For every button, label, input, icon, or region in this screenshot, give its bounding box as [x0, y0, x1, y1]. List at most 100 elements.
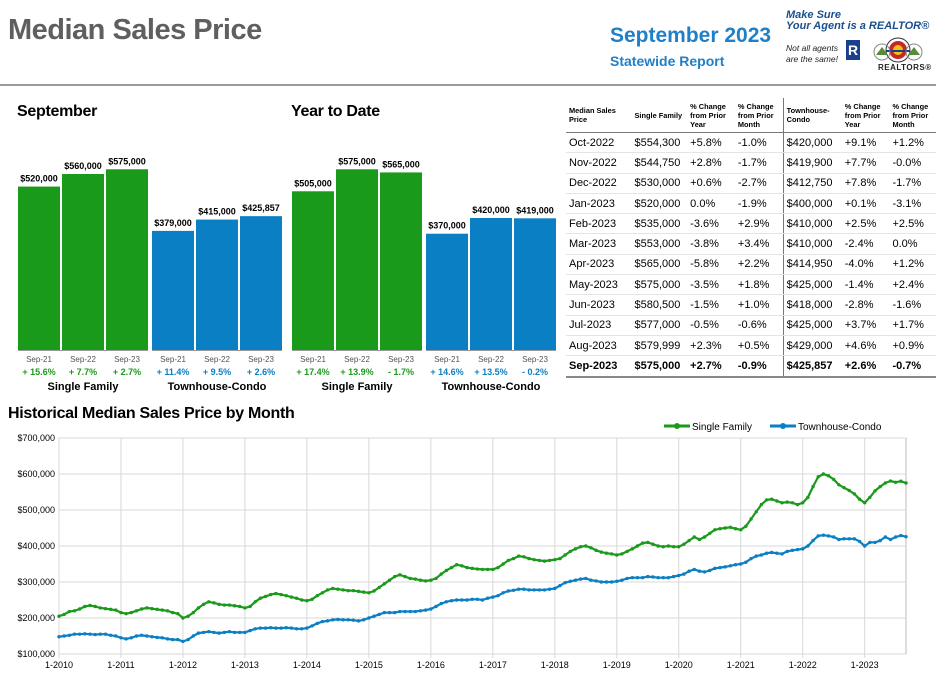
series-point	[480, 567, 485, 572]
series-point	[831, 477, 836, 482]
table-cell: $565,000	[631, 254, 688, 276]
series-point	[661, 575, 665, 580]
y-tick-label: $100,000	[17, 649, 55, 659]
table-cell: $400,000	[782, 193, 842, 215]
series-point	[599, 550, 603, 554]
table-cell: $544,750	[631, 152, 688, 174]
series-point	[263, 594, 268, 599]
bar-change-label: + 11.4%	[157, 367, 190, 377]
bar-value-label: $520,000	[20, 174, 58, 184]
series-point	[697, 569, 702, 573]
series-point	[108, 633, 113, 637]
brand-org-text: REALTORS®	[878, 63, 932, 72]
series-point	[594, 579, 598, 583]
series-point	[785, 500, 789, 504]
table-row: Feb-2023 $535,000 -3.6% +2.9% $410,000 +2.5% +…	[566, 213, 936, 235]
series-point	[816, 534, 820, 538]
series-point	[408, 576, 412, 581]
x-tick-label: 1-2015	[355, 660, 383, 670]
series-point	[723, 526, 727, 530]
series-point	[434, 576, 438, 581]
series-point	[873, 540, 877, 545]
series-point	[160, 608, 164, 612]
table-header-cell: Townhouse-Condo	[782, 98, 842, 133]
series-point	[155, 635, 159, 640]
series-point	[635, 575, 640, 580]
table-cell: Apr-2023	[566, 254, 632, 276]
report-month: September 2023	[610, 24, 772, 47]
series-point	[770, 550, 774, 555]
series-point	[289, 595, 294, 599]
bar-change-label: + 17.4%	[296, 367, 329, 377]
table-row: Jan-2023 $520,000 0.0% -1.9% $400,000 +0.1% -3…	[566, 193, 936, 215]
series-point	[129, 610, 134, 615]
table-cell: +2.8%	[687, 152, 735, 174]
bar-category-label: Sep-22	[478, 355, 504, 364]
series-point	[852, 537, 857, 541]
table-header-cell: Median Sales Price	[566, 98, 632, 133]
table-header-row: Median Sales Price Single Family% Change …	[566, 98, 936, 133]
table-cell: Mar-2023	[566, 233, 632, 255]
group-label: Single Family	[322, 381, 394, 393]
september-chart-title: September	[17, 103, 97, 120]
series-point	[83, 632, 87, 636]
x-tick-label: 1-2010	[45, 660, 73, 670]
series-point	[687, 569, 691, 573]
bar-category-label: Sep-23	[248, 355, 274, 364]
group-label: Townhouse-Condo	[442, 381, 541, 393]
table-cell: May-2023	[566, 274, 632, 296]
table-cell: -5.8%	[687, 254, 735, 276]
series-point	[196, 631, 201, 635]
series-point	[129, 636, 134, 640]
bar-category-label: Sep-23	[388, 355, 414, 364]
series-point	[646, 574, 650, 579]
series-point	[155, 607, 159, 612]
series-point	[62, 612, 66, 617]
series-point	[429, 607, 433, 611]
bar-value-label: $505,000	[294, 178, 332, 188]
series-point	[341, 618, 345, 622]
series-point	[170, 610, 175, 615]
series-point	[677, 573, 681, 578]
bar-value-label: $379,000	[154, 218, 192, 228]
bar-0-2	[106, 169, 148, 350]
bar-category-label: Sep-23	[522, 355, 548, 364]
legend-label: Single Family	[692, 422, 752, 433]
table-cell: $418,000	[782, 294, 842, 316]
table-cell: +3.7%	[841, 315, 890, 336]
series-point	[160, 636, 164, 640]
bar-category-label: Sep-22	[344, 355, 370, 364]
y-tick-label: $600,000	[17, 469, 55, 479]
x-tick-label: 1-2017	[479, 660, 507, 670]
table-cell: $425,000	[782, 274, 842, 296]
bar-category-label: Sep-21	[160, 355, 186, 364]
table-cell: Nov-2022	[566, 152, 632, 174]
series-point	[842, 537, 846, 541]
bar-category-label: Sep-21	[434, 355, 460, 364]
series-point	[795, 502, 800, 507]
series-point	[646, 540, 650, 545]
bar-0-2	[380, 172, 422, 350]
table-cell: +1.8%	[734, 274, 784, 296]
series-point	[558, 583, 562, 588]
table-cell: $419,900	[782, 152, 842, 174]
bar-change-label: - 0.2%	[522, 367, 548, 377]
series-point	[341, 588, 345, 592]
table-cell: -2.7%	[734, 173, 784, 194]
series-point	[604, 551, 609, 555]
series-point	[609, 552, 614, 556]
series-point	[485, 567, 490, 572]
series-point	[191, 634, 195, 638]
series-point	[449, 565, 454, 570]
table-cell: -1.7%	[734, 152, 784, 174]
series-point	[413, 577, 418, 581]
series-point	[713, 528, 717, 532]
series-point	[826, 534, 831, 538]
series-point	[527, 588, 531, 592]
x-tick-label: 1-2022	[789, 660, 817, 670]
series-point	[806, 495, 810, 500]
table-cell: -1.4%	[841, 274, 890, 296]
series-point	[269, 592, 273, 597]
series-point	[67, 633, 72, 637]
series-point	[847, 488, 851, 493]
